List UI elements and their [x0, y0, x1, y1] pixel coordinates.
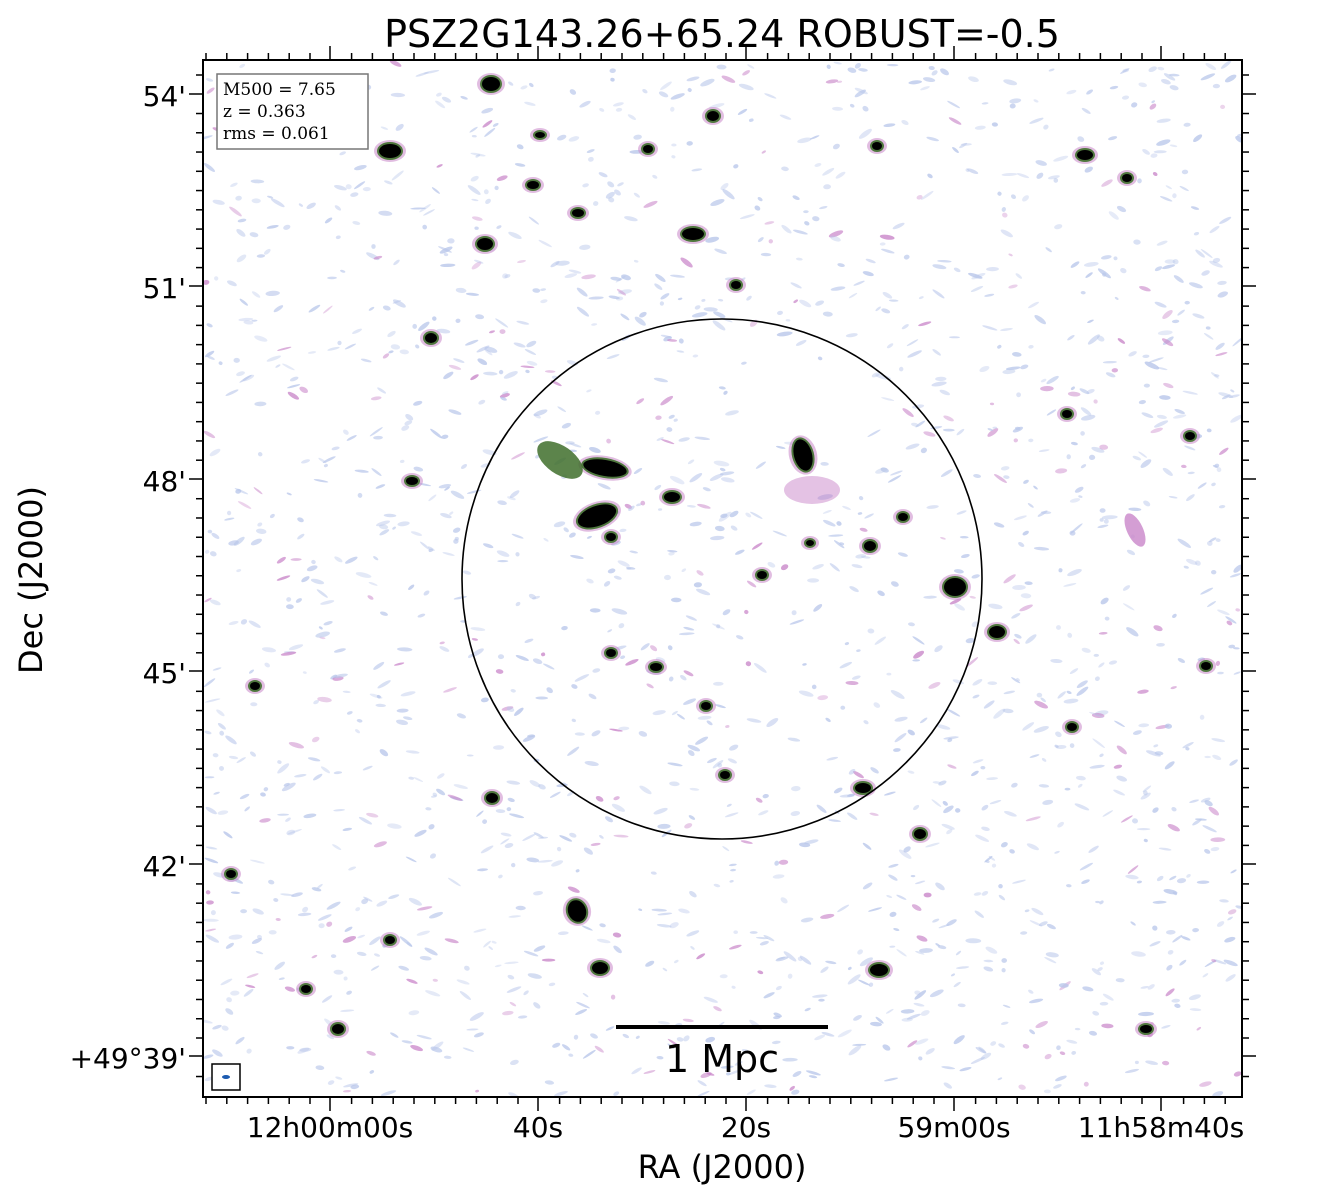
- source-core: [332, 1024, 344, 1034]
- source-core: [1077, 150, 1093, 160]
- source-core: [643, 145, 653, 153]
- source-core: [385, 936, 395, 944]
- source-core: [806, 540, 814, 546]
- source-core: [720, 771, 730, 779]
- source-core: [1201, 662, 1211, 670]
- source-core: [650, 663, 662, 671]
- source-core: [406, 477, 418, 485]
- y-tick-label: 51': [143, 272, 186, 305]
- info-rms: rms = 0.061: [223, 124, 330, 144]
- source-core: [226, 870, 236, 878]
- source-core: [872, 142, 882, 150]
- source-core: [864, 541, 876, 551]
- source-core: [707, 111, 719, 121]
- source-core: [1062, 410, 1072, 418]
- info-redshift: z = 0.363: [223, 102, 306, 122]
- source-core: [535, 132, 545, 138]
- plot-frame: [202, 59, 1243, 1098]
- info-mass: M500 = 7.65: [223, 80, 336, 100]
- noise-layer: [203, 60, 1242, 1097]
- source-core: [567, 900, 587, 922]
- extended-emission: [1124, 513, 1146, 547]
- x-tick-label: 11h58m40s: [1078, 1111, 1245, 1144]
- r500-circle: [461, 318, 983, 840]
- source-core: [914, 829, 926, 839]
- source-core: [486, 793, 498, 803]
- source-core: [606, 533, 616, 541]
- beam-ellipse: [222, 1075, 230, 1079]
- source-core: [731, 281, 741, 289]
- source-core: [1067, 723, 1077, 731]
- x-tick-label: 12h00m00s: [247, 1111, 414, 1144]
- x-tick-labels: 12h00m00s 40s 20s 59m00s 11h58m40s: [247, 1111, 1245, 1144]
- y-tick-label: 42': [143, 850, 186, 883]
- extended-emission: [537, 441, 583, 479]
- source-core: [425, 333, 437, 343]
- source-core: [379, 144, 401, 158]
- source-core: [989, 626, 1005, 638]
- radio-sources: [221, 73, 1216, 1038]
- source-core: [855, 783, 871, 793]
- source-core: [664, 492, 680, 502]
- source-core: [793, 439, 813, 471]
- y-tick-labels: 54' 51' 48' 45' 42' +49°39': [70, 80, 186, 1075]
- source-core: [572, 209, 584, 217]
- source-core: [757, 571, 767, 579]
- beam-box: [211, 1063, 241, 1091]
- info-box: M500 = 7.65 z = 0.363 rms = 0.061: [216, 73, 369, 150]
- source-core: [301, 985, 311, 993]
- source-core: [583, 459, 627, 477]
- source-core: [577, 504, 617, 528]
- axis-ticks: [189, 46, 1256, 1111]
- x-tick-label: 20s: [721, 1111, 771, 1144]
- y-tick-label: 48': [143, 465, 186, 498]
- extended-emission: [784, 476, 840, 504]
- source-core: [1140, 1025, 1152, 1033]
- source-core: [477, 238, 493, 250]
- y-tick-label: +49°39': [70, 1042, 186, 1075]
- map-panel: 1 Mpc M500 = 7.65 z = 0.363 rms = 0.061: [202, 59, 1243, 1098]
- y-axis-label: Dec (J2000): [12, 486, 50, 674]
- source-core: [682, 228, 704, 240]
- source-core: [870, 964, 888, 976]
- source-core: [592, 962, 608, 974]
- source-core: [482, 77, 500, 91]
- source-core: [527, 181, 539, 189]
- source-core: [898, 513, 908, 521]
- source-core: [1185, 432, 1195, 440]
- scalebar: 1 Mpc: [616, 1025, 828, 1081]
- source-core: [944, 578, 966, 596]
- source-core: [1122, 174, 1132, 182]
- x-axis-label: RA (J2000): [638, 1148, 807, 1186]
- y-tick-label: 45': [143, 657, 186, 690]
- scalebar-label: 1 Mpc: [665, 1037, 779, 1081]
- source-core: [250, 682, 260, 690]
- source-core: [701, 702, 711, 710]
- x-tick-label: 40s: [513, 1111, 563, 1144]
- figure-title: PSZ2G143.26+65.24 ROBUST=-0.5: [384, 12, 1060, 56]
- y-tick-label: 54': [143, 80, 186, 113]
- x-tick-label: 59m00s: [897, 1111, 1010, 1144]
- source-core: [606, 649, 616, 657]
